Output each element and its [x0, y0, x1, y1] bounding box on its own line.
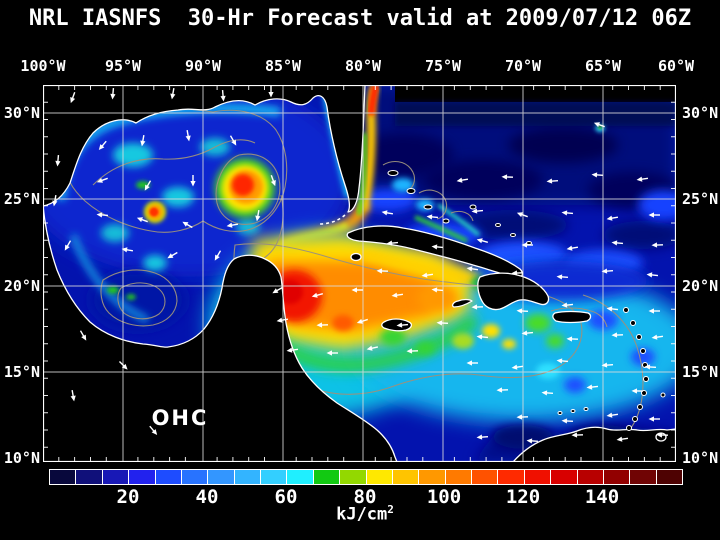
ohc-heatmap: OHC	[43, 85, 676, 462]
page-title: NRL IASNFS 30-Hr Forecast valid at 2009/…	[28, 6, 692, 31]
land-south-america	[512, 426, 676, 462]
lat-tick-label: 20°N	[3, 277, 40, 295]
colorbar-segment	[340, 470, 367, 484]
colorbar-tick-label: 140	[584, 486, 620, 508]
colorbar-segment	[630, 470, 657, 484]
colorbar-segment	[208, 470, 235, 484]
colorbar-segment	[181, 470, 209, 484]
colorbar	[49, 469, 683, 485]
lon-tick-label: 70°W	[504, 57, 542, 75]
lon-tick-label: 80°W	[344, 57, 382, 75]
colorbar-segment	[155, 470, 182, 484]
florida-keys	[318, 214, 346, 225]
lon-tick-label: 95°W	[104, 57, 142, 75]
land-hispaniola	[477, 272, 550, 311]
lon-tick-label: 90°W	[184, 57, 222, 75]
lat-tick-label: 30°N	[3, 104, 40, 122]
lon-tick-label: 65°W	[584, 57, 622, 75]
lat-tick-label: 25°N	[682, 190, 719, 208]
colorbar-tick-label: 80	[353, 486, 377, 508]
colorbar-tick-label: 120	[505, 486, 541, 508]
lon-tick-label: 60°W	[657, 57, 695, 75]
land-haiti-peninsula	[451, 298, 473, 308]
colorbar-unit-label: kJ/cm2	[336, 503, 394, 525]
colorbar-segment	[234, 470, 261, 484]
map-label-ohc: OHC	[152, 406, 209, 430]
land-isle-of-youth	[350, 252, 362, 262]
lat-tick-label: 15°N	[3, 363, 40, 381]
colorbar-segment	[76, 470, 103, 484]
lon-tick-label: 75°W	[424, 57, 462, 75]
colorbar-segment	[50, 470, 77, 484]
land-mexico-central-america	[43, 205, 398, 462]
colorbar-segment	[287, 470, 314, 484]
lat-tick-label: 20°N	[682, 277, 719, 295]
forecast-map: OHC	[43, 85, 676, 462]
colorbar-segment	[392, 470, 420, 484]
colorbar-segment	[498, 470, 525, 484]
colorbar-tick-label: 100	[426, 486, 462, 508]
colorbar-tick-label: 40	[195, 486, 219, 508]
colorbar-segment	[603, 470, 631, 484]
minor-ticks	[43, 85, 676, 462]
colorbar-segment	[524, 470, 552, 484]
colorbar-tick-label: 60	[274, 486, 298, 508]
colorbar-segment	[445, 470, 472, 484]
colorbar-segment	[656, 470, 682, 484]
lat-tick-label: 15°N	[682, 363, 719, 381]
colorbar-segment	[472, 470, 499, 484]
lat-tick-label: 10°N	[3, 449, 40, 467]
lat-tick-label: 10°N	[682, 449, 719, 467]
colorbar-segment	[419, 470, 446, 484]
colorbar-tick-label: 20	[116, 486, 140, 508]
colorbar-segment	[261, 470, 288, 484]
colorbar-segment	[577, 470, 604, 484]
lat-tick-label: 25°N	[3, 190, 40, 208]
colorbar-segment	[102, 470, 130, 484]
lon-tick-label: 100°W	[20, 57, 66, 75]
land-puerto-rico	[552, 310, 592, 324]
lon-tick-label: 85°W	[264, 57, 302, 75]
colorbar-segment	[129, 470, 156, 484]
colorbar-segment	[366, 470, 393, 484]
colorbar-segment	[313, 470, 341, 484]
map-frame	[43, 85, 676, 462]
colorbar-segment	[551, 470, 578, 484]
grid-layer	[43, 85, 676, 462]
lat-tick-label: 30°N	[682, 104, 719, 122]
land-jamaica	[381, 318, 413, 332]
